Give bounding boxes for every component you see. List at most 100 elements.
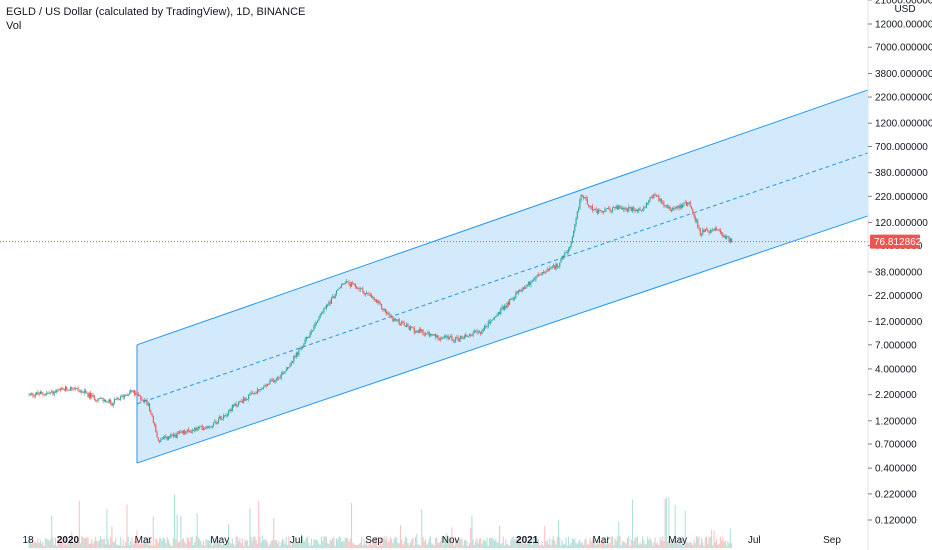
volume-bar [584, 539, 586, 548]
volume-bar [314, 539, 316, 548]
candle-body [152, 415, 154, 424]
candle-body [299, 347, 301, 350]
candle-body [705, 229, 708, 231]
price-tick-label: 7.000000 [875, 340, 917, 351]
volume-bar [265, 539, 267, 548]
volume-bar [717, 544, 719, 548]
volume-bar [522, 543, 524, 548]
candle-body [66, 387, 68, 391]
volume-bar [148, 544, 151, 548]
volume-bar [647, 536, 649, 548]
candle-body [285, 368, 287, 372]
candle-body [433, 334, 435, 336]
candle-body [713, 229, 715, 231]
candle-body [488, 321, 491, 324]
volume-bar [507, 545, 509, 548]
candle-body [123, 395, 126, 398]
channel-median-line[interactable] [136, 149, 878, 405]
candle-body [255, 392, 257, 394]
candle-body [566, 251, 568, 253]
candle-body [185, 431, 187, 434]
volume-bar [492, 538, 494, 548]
volume-bar [637, 536, 639, 548]
volume-bar [313, 539, 315, 548]
candle-body [224, 415, 226, 417]
candle-body [485, 326, 487, 327]
candle-body [39, 391, 41, 395]
volume-bar [476, 537, 478, 548]
candle-body [361, 288, 363, 290]
candle-body [235, 403, 237, 406]
candle-body [496, 314, 498, 316]
candle-body [253, 393, 255, 394]
volume-bar [187, 538, 189, 548]
volume-bar [190, 537, 192, 548]
candle-body [43, 394, 45, 395]
volume-bar [372, 539, 374, 548]
volume-bar [578, 541, 580, 548]
candle-body [644, 207, 646, 209]
candle-body [677, 206, 679, 208]
candle-body [63, 389, 65, 391]
volume-bar [71, 532, 73, 548]
volume-bar [359, 542, 361, 548]
volume-bar [261, 535, 263, 548]
volume-bar [270, 540, 272, 548]
candle-body [482, 329, 484, 331]
volume-bar [532, 537, 534, 548]
volume-bar [216, 537, 218, 548]
volume-bar [364, 544, 366, 548]
candle-body [593, 209, 595, 211]
candle-body [206, 426, 208, 428]
candle-body [669, 207, 671, 211]
volume-bar [704, 537, 706, 548]
candle-body [564, 252, 566, 258]
candle-body [407, 324, 409, 327]
volume-bar [361, 536, 363, 548]
candle-body [435, 334, 437, 338]
candle-body [293, 355, 295, 362]
candle-body [442, 337, 444, 339]
volume-bar [226, 541, 228, 548]
candle-body [273, 380, 275, 383]
candle-body [304, 339, 306, 345]
volume-bar [401, 539, 403, 548]
candle-body [54, 391, 57, 393]
volume-bar [557, 520, 560, 548]
volume-bar [455, 539, 457, 548]
volume-bar [723, 541, 725, 548]
volume-bar [490, 538, 492, 548]
volume-bar [263, 539, 265, 548]
candle-body [57, 390, 59, 392]
price-tick-label: 0.220000 [875, 489, 917, 500]
candle-body [234, 403, 236, 407]
candle-body [210, 426, 212, 428]
volume-bar [430, 536, 432, 548]
volume-bar [477, 543, 479, 548]
volume-bar [229, 541, 231, 548]
volume-bar [323, 536, 325, 548]
volume-bar [315, 539, 317, 548]
time-tick-label: 18 [22, 535, 34, 546]
volume-bar [83, 538, 85, 548]
volume-bar [259, 536, 261, 548]
candle-body [547, 269, 550, 271]
candle-body [551, 265, 553, 268]
volume-bar [452, 540, 454, 548]
channel-lower-line[interactable] [136, 212, 878, 464]
candle-body [387, 313, 389, 314]
candle-body [230, 409, 232, 411]
candle-body [324, 307, 326, 309]
volume-bar [268, 545, 270, 548]
candle-body [625, 208, 627, 210]
volume-bar [38, 542, 40, 548]
volume-bar [166, 537, 168, 548]
candle-body [466, 334, 468, 337]
volume-bar [721, 540, 723, 548]
volume-bar [467, 545, 469, 548]
candle-body [327, 305, 329, 306]
volume-bar [126, 504, 128, 548]
channel-upper-line[interactable] [136, 86, 878, 346]
volume-bar [652, 545, 654, 548]
